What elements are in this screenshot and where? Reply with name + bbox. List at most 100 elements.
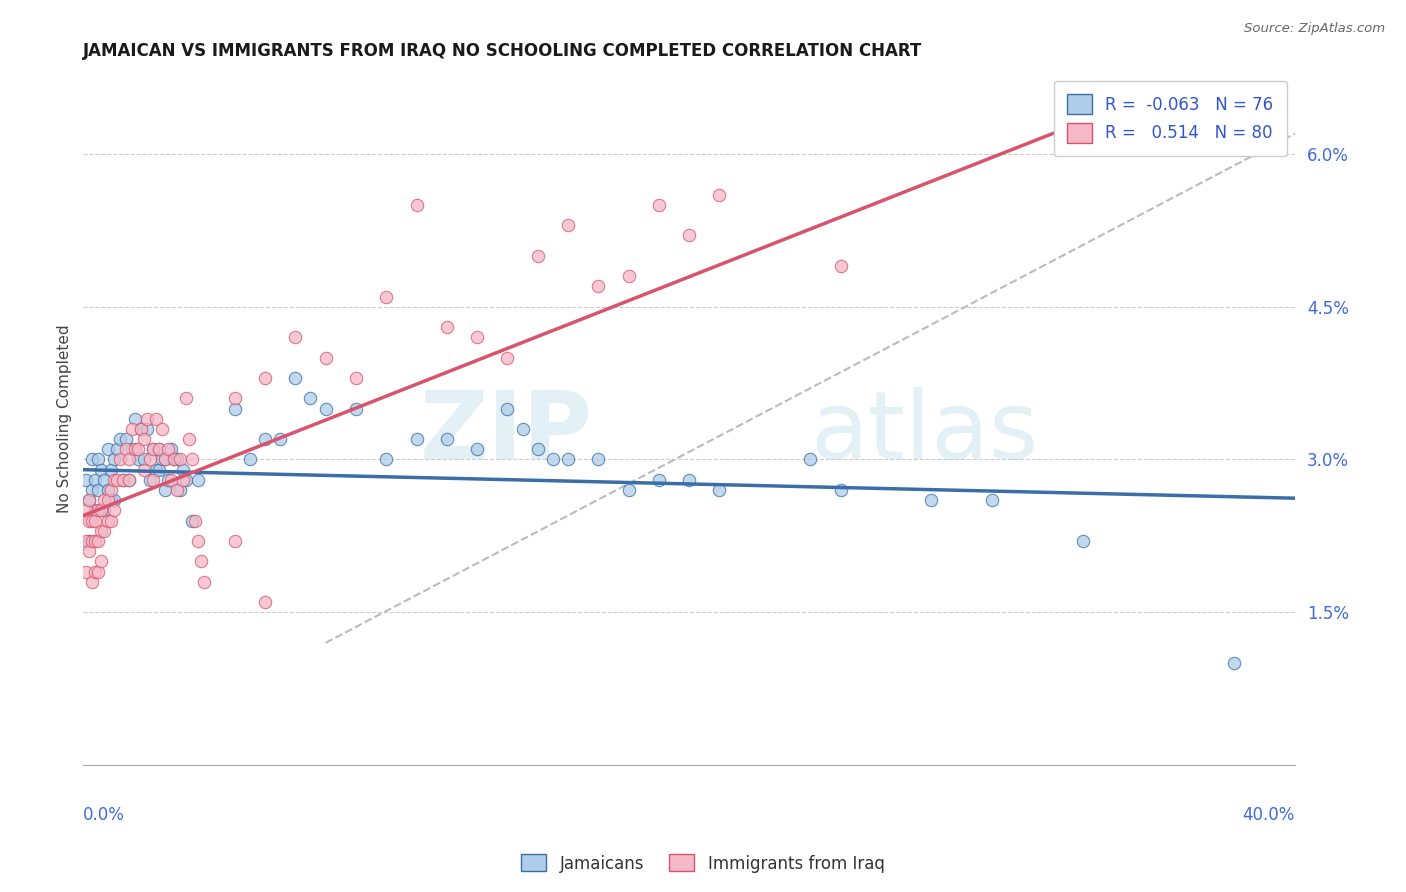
Point xyxy=(105,473,128,487)
Point xyxy=(648,198,671,212)
Point xyxy=(124,442,146,457)
Point xyxy=(75,503,97,517)
Point xyxy=(465,330,488,344)
Point xyxy=(75,473,97,487)
Point xyxy=(79,493,101,508)
Point xyxy=(129,422,152,436)
Point xyxy=(588,452,610,467)
Point xyxy=(284,330,307,344)
Point xyxy=(269,432,291,446)
Point xyxy=(150,422,173,436)
Point xyxy=(124,411,146,425)
Point xyxy=(93,524,115,538)
Point xyxy=(118,473,141,487)
Point xyxy=(148,442,170,457)
Point xyxy=(145,411,167,425)
Point xyxy=(254,595,277,609)
Point xyxy=(254,371,277,385)
Point xyxy=(648,473,671,487)
Point xyxy=(90,503,112,517)
Point xyxy=(799,452,821,467)
Point xyxy=(114,432,136,446)
Point xyxy=(108,432,131,446)
Point xyxy=(79,533,101,548)
Point xyxy=(114,442,136,457)
Point xyxy=(193,574,215,589)
Point xyxy=(465,442,488,457)
Point xyxy=(157,473,180,487)
Point xyxy=(132,463,155,477)
Point xyxy=(142,442,165,457)
Text: atlas: atlas xyxy=(810,386,1039,479)
Point xyxy=(135,411,157,425)
Point xyxy=(921,493,943,508)
Text: ZIP: ZIP xyxy=(419,386,592,479)
Point xyxy=(142,442,165,457)
Point xyxy=(132,452,155,467)
Point xyxy=(111,473,134,487)
Point xyxy=(82,483,104,497)
Point xyxy=(84,533,107,548)
Point xyxy=(405,432,427,446)
Point xyxy=(184,514,207,528)
Point xyxy=(103,473,125,487)
Point xyxy=(153,452,176,467)
Point xyxy=(139,452,162,467)
Point xyxy=(84,565,107,579)
Point xyxy=(315,351,337,365)
Point xyxy=(172,463,194,477)
Point xyxy=(496,401,519,416)
Point xyxy=(82,574,104,589)
Point xyxy=(79,493,101,508)
Point xyxy=(82,452,104,467)
Point xyxy=(169,452,191,467)
Point xyxy=(100,514,122,528)
Point xyxy=(617,269,640,284)
Point xyxy=(111,473,134,487)
Point xyxy=(526,249,548,263)
Point xyxy=(157,442,180,457)
Point xyxy=(174,392,197,406)
Point xyxy=(103,493,125,508)
Point xyxy=(678,228,700,243)
Point xyxy=(82,533,104,548)
Point xyxy=(181,514,204,528)
Text: JAMAICAN VS IMMIGRANTS FROM IRAQ NO SCHOOLING COMPLETED CORRELATION CHART: JAMAICAN VS IMMIGRANTS FROM IRAQ NO SCHO… xyxy=(83,42,922,60)
Point xyxy=(93,503,115,517)
Point xyxy=(163,452,186,467)
Point xyxy=(166,483,188,497)
Point xyxy=(127,452,149,467)
Point xyxy=(118,452,141,467)
Point xyxy=(75,533,97,548)
Text: Source: ZipAtlas.com: Source: ZipAtlas.com xyxy=(1244,22,1385,36)
Point xyxy=(100,463,122,477)
Point xyxy=(496,351,519,365)
Point xyxy=(541,452,564,467)
Point xyxy=(132,432,155,446)
Point xyxy=(1223,657,1246,671)
Point xyxy=(830,483,852,497)
Legend: R =  -0.063   N = 76, R =   0.514   N = 80: R = -0.063 N = 76, R = 0.514 N = 80 xyxy=(1053,81,1286,156)
Point xyxy=(82,514,104,528)
Point xyxy=(87,565,110,579)
Point xyxy=(87,452,110,467)
Point xyxy=(344,371,367,385)
Point xyxy=(181,452,204,467)
Point xyxy=(160,442,183,457)
Point xyxy=(344,401,367,416)
Point xyxy=(79,514,101,528)
Point xyxy=(93,473,115,487)
Point xyxy=(96,493,118,508)
Point xyxy=(1071,533,1094,548)
Legend: Jamaicans, Immigrants from Iraq: Jamaicans, Immigrants from Iraq xyxy=(515,847,891,880)
Point xyxy=(526,442,548,457)
Point xyxy=(90,524,112,538)
Point xyxy=(187,533,209,548)
Point xyxy=(103,503,125,517)
Point xyxy=(436,432,458,446)
Point xyxy=(153,452,176,467)
Point xyxy=(135,422,157,436)
Point xyxy=(160,473,183,487)
Point xyxy=(375,452,398,467)
Point xyxy=(299,392,322,406)
